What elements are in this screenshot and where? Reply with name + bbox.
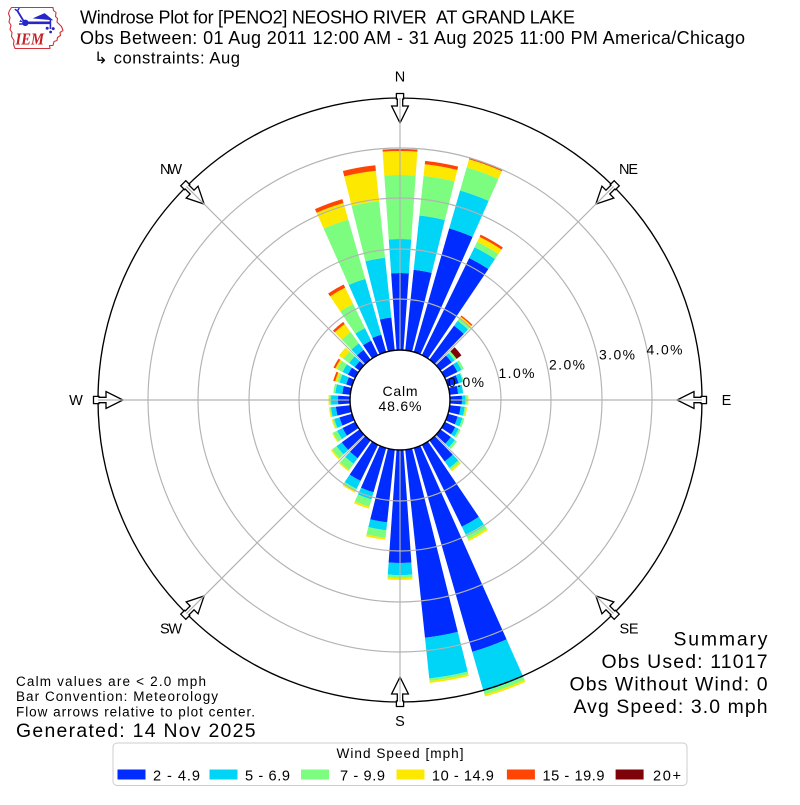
svg-text:Obs Used: 11017: Obs Used: 11017 — [602, 651, 768, 673]
svg-text:IEM: IEM — [15, 30, 46, 49]
svg-text:15 - 19.9: 15 - 19.9 — [543, 769, 605, 785]
svg-text:3.0%: 3.0% — [599, 347, 635, 363]
svg-text:1.0%: 1.0% — [499, 365, 535, 381]
svg-text:10 - 14.9: 10 - 14.9 — [432, 769, 494, 785]
svg-text:Windrose Plot for [PENO2] NEOS: Windrose Plot for [PENO2] NEOSHO RIVER A… — [80, 8, 575, 28]
svg-text:5 - 6.9: 5 - 6.9 — [245, 769, 290, 785]
svg-text:0.0%: 0.0% — [448, 374, 484, 390]
svg-text:SW: SW — [160, 622, 182, 638]
svg-text:Avg Speed: 3.0 mph: Avg Speed: 3.0 mph — [574, 696, 768, 718]
svg-text:2 - 4.9: 2 - 4.9 — [153, 769, 200, 785]
svg-text:NE: NE — [619, 162, 638, 178]
svg-text:Calm values are < 2.0 mph: Calm values are < 2.0 mph — [16, 674, 206, 689]
svg-text:N: N — [395, 70, 405, 86]
svg-text:4.0%: 4.0% — [647, 342, 683, 358]
svg-text:Bar Convention: Meteorology: Bar Convention: Meteorology — [16, 689, 218, 704]
svg-text:NW: NW — [160, 162, 182, 178]
svg-text:Wind Speed [mph]: Wind Speed [mph] — [337, 746, 464, 761]
svg-text:2.0%: 2.0% — [549, 357, 585, 373]
svg-text:Obs Without Wind: 0: Obs Without Wind: 0 — [570, 674, 768, 696]
svg-text:S: S — [395, 714, 405, 730]
svg-text:↳ constraints: Aug: ↳ constraints: Aug — [94, 48, 240, 67]
svg-text:Calm: Calm — [383, 383, 418, 399]
svg-text:Flow arrows relative to plot c: Flow arrows relative to plot center. — [16, 704, 255, 719]
svg-text:W: W — [69, 393, 83, 409]
svg-text:Generated: 14 Nov 2025: Generated: 14 Nov 2025 — [16, 720, 256, 742]
svg-text:48.6%: 48.6% — [379, 398, 422, 414]
svg-text:Summary: Summary — [674, 629, 768, 651]
svg-text:E: E — [722, 393, 732, 409]
svg-text:Obs Between: 01 Aug 2011 12:00: Obs Between: 01 Aug 2011 12:00 AM - 31 A… — [80, 28, 745, 48]
svg-text:20+: 20+ — [653, 769, 681, 785]
svg-text:SE: SE — [620, 622, 639, 638]
svg-text:7 - 9.9: 7 - 9.9 — [340, 769, 385, 785]
